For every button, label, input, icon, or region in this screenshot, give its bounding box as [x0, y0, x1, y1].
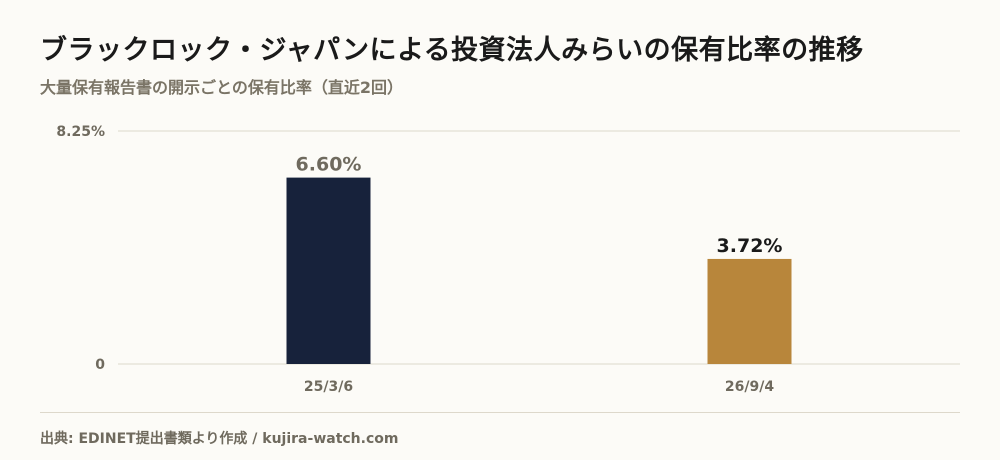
bar [286, 177, 371, 364]
data-label: 6.60% [296, 154, 362, 176]
bars [286, 177, 792, 364]
gridlines [118, 130, 960, 365]
source-note: 出典: EDINET提出書類より作成 / kujira-watch.com [40, 431, 399, 447]
bar [707, 258, 792, 364]
footer-divider [40, 412, 960, 413]
data-label: 3.72% [717, 235, 783, 257]
y-tick-label: 8.25% [56, 124, 105, 140]
bar-chart: 0 8.25% 6.60% 25/3/6 3.72% 26/9/4 [56, 124, 960, 395]
chart-title: ブラックロック・ジャパンによる投資法人みらいの保有比率の推移 [40, 35, 864, 66]
chart-subtitle: 大量保有報告書の開示ごとの保有比率（直近2回） [40, 78, 403, 97]
x-tick-label: 25/3/6 [304, 379, 353, 395]
y-tick-label: 0 [95, 357, 105, 373]
labels: 0 8.25% 6.60% 25/3/6 3.72% 26/9/4 [56, 124, 782, 395]
x-tick-label: 26/9/4 [725, 379, 774, 395]
